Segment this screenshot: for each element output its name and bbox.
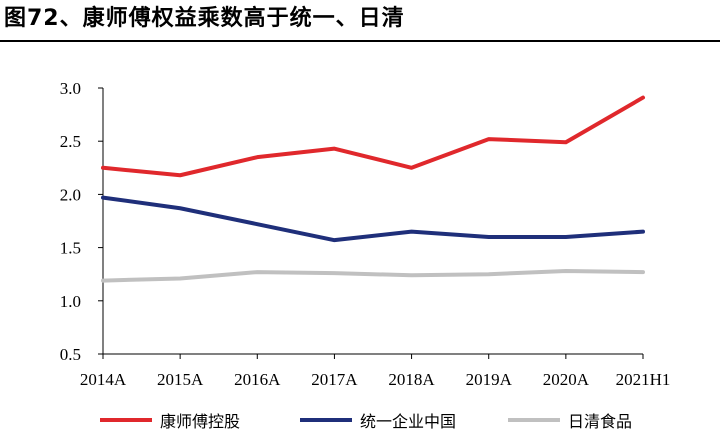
- y-tick-label: 2.5: [60, 132, 81, 151]
- legend-swatch-uni-president: [300, 418, 352, 422]
- line-chart: 0.5 1.0 1.5 2.0 2.5 3.0 2014A 2015A 2016A 2017A 20…: [60, 79, 671, 389]
- legend-swatch-kangshifu: [100, 418, 152, 422]
- legend-item-nissin: 日清食品: [508, 408, 632, 432]
- y-tick-label: 2.0: [60, 185, 81, 204]
- x-tick-label: 2015A: [157, 370, 204, 389]
- x-tick-label: 2018A: [388, 370, 435, 389]
- x-tick-label: 2017A: [311, 370, 358, 389]
- x-tick-label: 2020A: [543, 370, 590, 389]
- y-tick-label: 1.5: [60, 239, 81, 258]
- y-tick-label: 1.0: [60, 292, 81, 311]
- legend-swatch-nissin: [508, 418, 560, 422]
- title-divider: [0, 40, 720, 42]
- legend-item-uni-president: 统一企业中国: [300, 408, 456, 432]
- x-tick-label: 2016A: [234, 370, 281, 389]
- x-tick-label: 2021H1: [616, 370, 671, 389]
- y-tick-label: 3.0: [60, 79, 81, 98]
- y-tick-label: 0.5: [60, 345, 81, 364]
- legend-label-uni-president: 统一企业中国: [360, 412, 457, 431]
- series-line-2: [101, 269, 645, 283]
- legend-item-kangshifu: 康师傅控股: [100, 408, 240, 432]
- x-tick-label: 2014A: [80, 370, 127, 389]
- chart-legend: 康师傅控股 统一企业中国 日清食品: [0, 408, 720, 432]
- legend-label-kangshifu: 康师傅控股: [160, 412, 241, 431]
- series-line-0: [101, 95, 645, 178]
- legend-label-nissin: 日清食品: [568, 412, 633, 431]
- series-line-1: [101, 195, 645, 243]
- figure-title: 图72、康师傅权益乘数高于统一、日清: [4, 6, 405, 31]
- x-tick-label: 2019A: [466, 370, 513, 389]
